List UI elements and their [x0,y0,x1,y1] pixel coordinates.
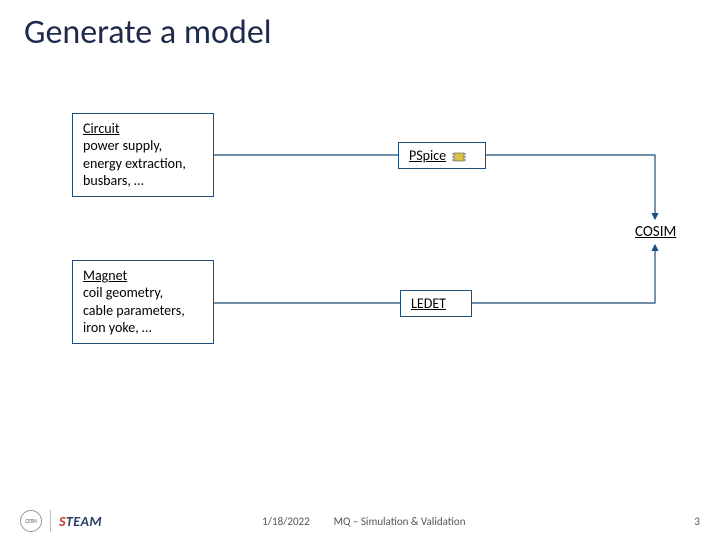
connector-ledet-to-cosim [472,245,655,303]
magnet-box: Magnet coil geometry,cable parameters,ir… [72,260,214,344]
ledet-label: LEDET [411,295,446,312]
footer-date: 1/18/2022 [262,515,310,528]
steam-logo-rest: TEAM [66,513,102,530]
footer-center: MQ – Simulation & Validation [334,515,466,528]
steam-logo-s: S [59,513,66,530]
circuit-box: Circuit power supply,energy extraction,b… [72,113,214,197]
circuit-body: power supply,energy extraction,busbars, … [83,137,203,190]
ic-chip-icon [452,150,466,162]
footer-divider [50,510,51,532]
pspice-box: PSpice [398,142,486,169]
footer: CERN STEAM 1/18/2022 MQ – Simulation & V… [0,510,720,532]
page-title: Generate a model [24,12,272,53]
ledet-box: LEDET [400,290,472,317]
footer-page-number: 3 [694,515,700,528]
steam-logo-icon: STEAM [59,513,102,530]
footer-logos: CERN STEAM [20,510,102,532]
circuit-header: Circuit [83,120,203,137]
magnet-header: Magnet [83,267,203,284]
cosim-box: COSIM [625,219,690,245]
magnet-body: coil geometry,cable parameters,iron yoke… [83,284,203,337]
cern-logo-icon: CERN [20,510,42,532]
cosim-label: COSIM [635,223,676,241]
connector-pspice-to-cosim [486,155,655,219]
pspice-label: PSpice [409,147,446,164]
